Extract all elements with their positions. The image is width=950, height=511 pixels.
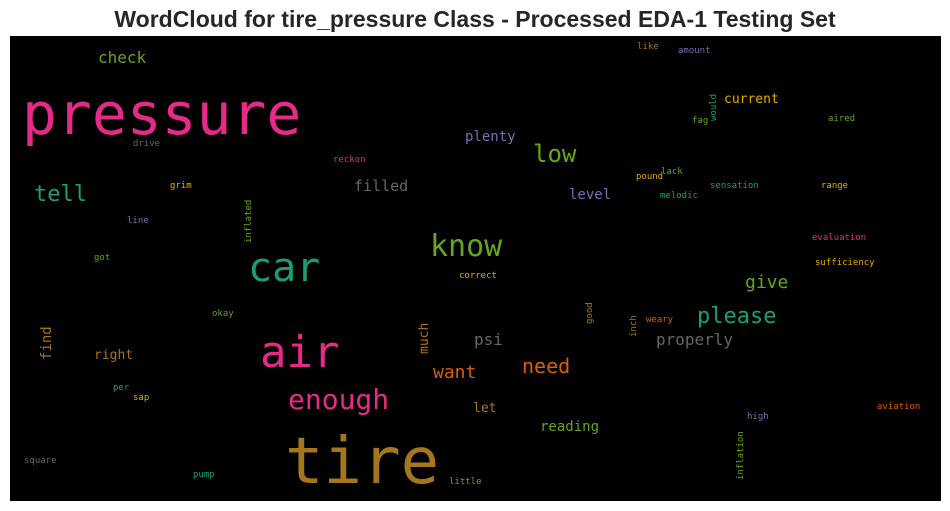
word-aired: aired	[828, 114, 856, 124]
word-pressure: pressure	[22, 80, 302, 148]
word-aviation: aviation	[877, 402, 921, 412]
word-inch: inch	[629, 314, 639, 337]
word-car: car	[248, 245, 321, 291]
word-lack: lack	[661, 167, 683, 177]
word-want: want	[433, 362, 477, 383]
word-much: much	[417, 322, 432, 355]
word-would: would	[709, 93, 719, 121]
word-tell: tell	[34, 182, 87, 207]
word-enough: enough	[288, 383, 390, 416]
word-air: air	[260, 327, 340, 378]
word-low: low	[533, 140, 577, 168]
word-right: right	[94, 348, 134, 363]
word-pound: pound	[636, 172, 664, 182]
word-give: give	[745, 272, 789, 293]
word-properly: properly	[656, 330, 734, 349]
word-inflation: inflation	[736, 430, 746, 480]
word-check: check	[98, 48, 147, 67]
word-weary: weary	[646, 315, 674, 325]
word-per: per	[113, 383, 130, 393]
word-okay: okay	[212, 309, 234, 319]
word-reading: reading	[540, 419, 600, 435]
word-inflated: inflated	[244, 199, 254, 244]
word-good: good	[585, 301, 595, 324]
word-fag: fag	[692, 116, 709, 126]
word-little: little	[449, 477, 482, 487]
word-please: please	[697, 304, 777, 329]
word-know: know	[430, 229, 503, 264]
word-grim: grim	[170, 181, 192, 191]
word-tire: tire	[285, 425, 440, 499]
wordcloud-canvas: pressure tire air car know low enough please tel…	[10, 36, 941, 501]
word-correct: correct	[459, 271, 497, 281]
word-melodic: melodic	[660, 191, 698, 201]
word-line: line	[127, 216, 149, 226]
word-amount: amount	[678, 46, 711, 56]
word-psi: psi	[474, 330, 503, 349]
word-range: range	[821, 181, 849, 191]
word-drive: drive	[133, 139, 161, 149]
word-pump: pump	[193, 470, 215, 480]
word-square: square	[24, 456, 57, 466]
word-level: level	[569, 187, 612, 203]
word-reckon: reckon	[333, 155, 366, 165]
word-got: got	[94, 253, 111, 263]
word-like: like	[637, 42, 659, 52]
word-find: find	[39, 325, 55, 360]
chart-title: WordCloud for tire_pressure Class - Proc…	[114, 6, 836, 32]
word-sap: sap	[133, 393, 150, 403]
word-plenty: plenty	[465, 129, 516, 145]
word-current: current	[724, 92, 779, 107]
word-sufficiency: sufficiency	[815, 258, 875, 268]
word-evaluation: evaluation	[812, 233, 867, 243]
word-let: let	[473, 401, 497, 416]
word-filled: filled	[354, 177, 409, 195]
word-high: high	[747, 412, 769, 422]
word-need: need	[522, 354, 571, 378]
word-sensation: sensation	[710, 181, 759, 191]
